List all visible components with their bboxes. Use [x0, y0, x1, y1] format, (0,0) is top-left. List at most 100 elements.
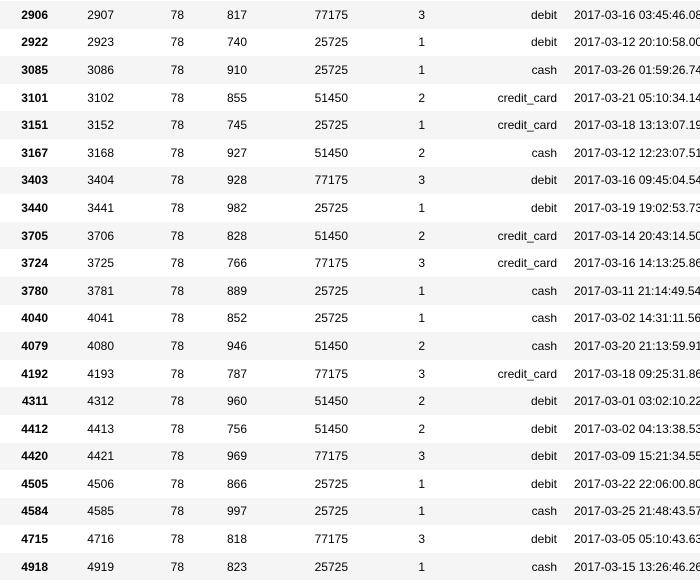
- cell-created-at: 2017-03-02 04:13:38.530: [565, 414, 700, 443]
- table-row: 4715 4716 78 818 77175 3 debit 2017-03-05 05:10…: [0, 525, 700, 553]
- table-row: 4505 4506 78 866 25725 1 debit 2017-03-22 22:06…: [0, 470, 700, 498]
- cell-order-amount: 25725: [255, 276, 356, 305]
- cell-user-id: 982: [192, 194, 255, 222]
- cell-user-id: 960: [192, 387, 255, 415]
- cell-user-id: 928: [192, 166, 255, 195]
- cell-total-items: 3: [356, 525, 433, 553]
- cell-total-items: 1: [356, 304, 433, 333]
- cell-total-items: 1: [356, 552, 433, 581]
- cell-shop-id: 78: [122, 111, 192, 139]
- cell-order-amount: 77175: [255, 525, 356, 553]
- cell-created-at: 2017-03-09 15:21:34.551: [565, 442, 700, 471]
- cell-user-id: 852: [192, 304, 255, 333]
- cell-shop-id: 78: [122, 304, 192, 333]
- cell-shop-id: 78: [122, 166, 192, 195]
- cell-user-id: 828: [192, 221, 255, 250]
- table-row: 4584 4585 78 997 25725 1 cash 2017-03-25 21:48:…: [0, 497, 700, 526]
- cell-payment-method: debit: [433, 28, 565, 57]
- row-index: 4311: [0, 387, 54, 415]
- cell-total-items: 3: [356, 166, 433, 195]
- cell-user-id: 740: [192, 28, 255, 57]
- cell-order-amount: 25725: [255, 28, 356, 57]
- cell-order-amount: 77175: [255, 249, 356, 277]
- cell-total-items: 2: [356, 138, 433, 167]
- cell-created-at: 2017-03-12 20:10:58.008: [565, 28, 700, 57]
- cell-order-amount: 51450: [255, 387, 356, 415]
- cell-user-id: 817: [192, 1, 255, 29]
- cell-id: 4080: [54, 332, 122, 360]
- cell-total-items: 1: [356, 56, 433, 84]
- cell-id: 2907: [54, 1, 122, 29]
- cell-created-at: 2017-03-16 03:45:46.089: [565, 1, 700, 29]
- cell-shop-id: 78: [122, 56, 192, 84]
- table-row: 4079 4080 78 946 51450 2 cash 2017-03-20 21:13:…: [0, 332, 700, 360]
- cell-shop-id: 78: [122, 276, 192, 305]
- cell-shop-id: 78: [122, 497, 192, 526]
- cell-user-id: 866: [192, 470, 255, 498]
- row-index: 3085: [0, 56, 54, 84]
- cell-payment-method: debit: [433, 166, 565, 195]
- cell-total-items: 1: [356, 497, 433, 526]
- cell-payment-method: debit: [433, 525, 565, 553]
- cell-total-items: 2: [356, 83, 433, 112]
- cell-order-amount: 51450: [255, 332, 356, 360]
- cell-total-items: 3: [356, 1, 433, 29]
- cell-order-amount: 51450: [255, 138, 356, 167]
- row-index: 3167: [0, 138, 54, 167]
- cell-created-at: 2017-03-16 14:13:25.868: [565, 249, 700, 277]
- cell-created-at: 2017-03-21 05:10:34.147: [565, 83, 700, 112]
- cell-total-items: 1: [356, 470, 433, 498]
- cell-order-amount: 51450: [255, 83, 356, 112]
- cell-id: 4312: [54, 387, 122, 415]
- table-row: 4420 4421 78 969 77175 3 debit 2017-03-09 15:21…: [0, 442, 700, 471]
- cell-total-items: 1: [356, 194, 433, 222]
- cell-created-at: 2017-03-18 13:13:07.198: [565, 111, 700, 139]
- table-row: 4040 4041 78 852 25725 1 cash 2017-03-02 14:31:…: [0, 304, 700, 333]
- cell-payment-method: debit: [433, 442, 565, 471]
- cell-shop-id: 78: [122, 359, 192, 388]
- cell-id: 3086: [54, 56, 122, 84]
- cell-order-amount: 25725: [255, 304, 356, 333]
- table-row: 3705 3706 78 828 51450 2 credit_card 2017-03-14…: [0, 221, 700, 250]
- cell-order-amount: 77175: [255, 1, 356, 29]
- cell-created-at: 2017-03-15 13:26:46.262: [565, 552, 700, 581]
- table-row: 3151 3152 78 745 25725 1 credit_card 2017-03-18…: [0, 111, 700, 139]
- cell-total-items: 2: [356, 387, 433, 415]
- cell-order-amount: 25725: [255, 470, 356, 498]
- cell-user-id: 745: [192, 111, 255, 139]
- cell-user-id: 818: [192, 525, 255, 553]
- cell-created-at: 2017-03-16 09:45:04.544: [565, 166, 700, 195]
- table-row: 3167 3168 78 927 51450 2 cash 2017-03-12 12:23:…: [0, 138, 700, 167]
- cell-id: 4585: [54, 497, 122, 526]
- cell-created-at: 2017-03-25 21:48:43.570: [565, 497, 700, 526]
- cell-shop-id: 78: [122, 525, 192, 553]
- cell-user-id: 910: [192, 56, 255, 84]
- cell-user-id: 787: [192, 359, 255, 388]
- cell-created-at: 2017-03-01 03:02:10.223: [565, 387, 700, 415]
- cell-shop-id: 78: [122, 28, 192, 57]
- cell-shop-id: 78: [122, 138, 192, 167]
- cell-shop-id: 78: [122, 249, 192, 277]
- cell-id: 4506: [54, 470, 122, 498]
- cell-created-at: 2017-03-20 21:13:59.919: [565, 332, 700, 360]
- row-index: 4040: [0, 304, 54, 333]
- cell-user-id: 855: [192, 83, 255, 112]
- cell-total-items: 2: [356, 221, 433, 250]
- row-index: 4505: [0, 470, 54, 498]
- cell-order-amount: 25725: [255, 497, 356, 526]
- cell-total-items: 2: [356, 332, 433, 360]
- cell-id: 2923: [54, 28, 122, 57]
- cell-order-amount: 77175: [255, 442, 356, 471]
- cell-id: 3168: [54, 138, 122, 167]
- cell-id: 4041: [54, 304, 122, 333]
- row-index: 4918: [0, 552, 54, 581]
- cell-payment-method: cash: [433, 497, 565, 526]
- cell-shop-id: 78: [122, 83, 192, 112]
- cell-order-amount: 51450: [255, 221, 356, 250]
- cell-order-amount: 25725: [255, 552, 356, 581]
- row-index: 4584: [0, 497, 54, 526]
- row-index: 3403: [0, 166, 54, 195]
- table-row: 4311 4312 78 960 51450 2 debit 2017-03-01 03:02…: [0, 387, 700, 415]
